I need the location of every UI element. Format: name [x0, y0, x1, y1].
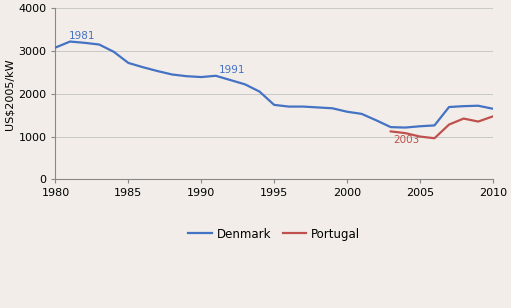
- Denmark: [315, 106, 321, 109]
- Denmark: [330, 107, 336, 110]
- Denmark: [67, 40, 73, 43]
- Text: 1981: 1981: [68, 31, 95, 41]
- Denmark: [460, 104, 467, 108]
- Portugal: [388, 130, 394, 133]
- Denmark: [111, 50, 117, 54]
- Portugal: [490, 115, 496, 118]
- Denmark: [388, 125, 394, 129]
- Line: Portugal: Portugal: [391, 116, 493, 138]
- Portugal: [475, 120, 481, 124]
- Denmark: [213, 74, 219, 78]
- Denmark: [154, 69, 160, 73]
- Denmark: [227, 78, 234, 82]
- Denmark: [373, 119, 379, 122]
- Denmark: [82, 41, 88, 45]
- Portugal: [431, 136, 437, 140]
- Y-axis label: US$2005/kW: US$2005/kW: [4, 58, 14, 130]
- Denmark: [140, 65, 146, 69]
- Denmark: [490, 107, 496, 111]
- Portugal: [402, 131, 408, 135]
- Text: 1991: 1991: [219, 65, 245, 75]
- Denmark: [475, 104, 481, 107]
- Denmark: [242, 83, 248, 86]
- Denmark: [125, 61, 131, 65]
- Denmark: [344, 110, 350, 114]
- Line: Denmark: Denmark: [56, 42, 493, 128]
- Denmark: [431, 124, 437, 127]
- Denmark: [257, 90, 263, 93]
- Portugal: [446, 123, 452, 126]
- Denmark: [446, 105, 452, 109]
- Denmark: [300, 105, 307, 108]
- Legend: Denmark, Portugal: Denmark, Portugal: [183, 223, 365, 245]
- Denmark: [198, 75, 204, 79]
- Portugal: [460, 117, 467, 120]
- Denmark: [169, 73, 175, 76]
- Denmark: [402, 126, 408, 129]
- Text: 2003: 2003: [393, 136, 420, 145]
- Denmark: [359, 112, 365, 116]
- Portugal: [417, 135, 423, 138]
- Denmark: [271, 103, 277, 107]
- Denmark: [53, 46, 59, 49]
- Denmark: [286, 105, 292, 108]
- Denmark: [96, 43, 102, 47]
- Denmark: [183, 74, 190, 78]
- Denmark: [417, 124, 423, 128]
